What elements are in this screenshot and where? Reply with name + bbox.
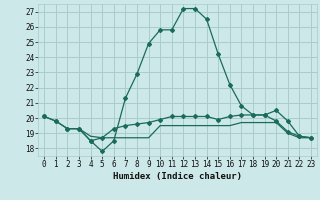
X-axis label: Humidex (Indice chaleur): Humidex (Indice chaleur) — [113, 172, 242, 181]
